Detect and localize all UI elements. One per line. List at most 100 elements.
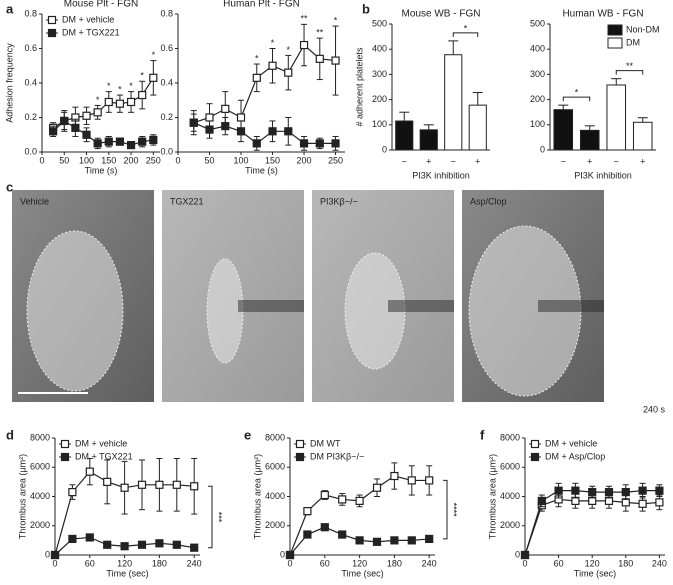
data-point <box>137 480 147 489</box>
panel-label: a <box>6 1 14 16</box>
y-axis-label: # adherent platelets <box>354 47 364 127</box>
panel-label: e <box>244 427 251 442</box>
y-tick-label: 0.6 <box>24 43 37 53</box>
y-tick-label: 8000 <box>265 432 285 442</box>
data-point <box>71 123 80 132</box>
data-point <box>571 486 580 495</box>
data-point <box>103 540 112 549</box>
y-tick-label: 500 <box>530 18 545 28</box>
data-point <box>338 495 347 504</box>
data-point <box>120 542 129 551</box>
data-point <box>315 139 324 148</box>
data-point <box>205 113 214 122</box>
y-tick-label: 8000 <box>30 432 50 442</box>
x-tick-label: 100 <box>234 155 249 165</box>
significance: * <box>129 81 133 91</box>
y-tick-label: 4000 <box>500 491 520 501</box>
y-tick-label: 2000 <box>30 520 50 530</box>
x-tick-label: 120 <box>585 558 600 568</box>
y-tick-label: 0 <box>382 144 387 154</box>
bar <box>579 129 600 151</box>
image-label: PI3Kβ−/− <box>320 196 358 206</box>
y-axis-label: Thrombus area (μm²) <box>487 454 497 539</box>
data-point <box>320 523 329 532</box>
data-point <box>331 56 340 65</box>
x-tick-label: 150 <box>265 155 280 165</box>
x-tick-label: 200 <box>124 155 139 165</box>
data-point <box>299 40 309 50</box>
data-point <box>284 127 293 136</box>
bracket <box>208 485 213 549</box>
x-tick-label: 120 <box>117 558 132 568</box>
x-tick-label: 60 <box>320 558 330 568</box>
y-tick-label: 300 <box>530 69 545 79</box>
y-tick-label: 2000 <box>265 520 285 530</box>
image-label: TGX221 <box>170 196 204 206</box>
data-point <box>425 534 434 544</box>
x-axis-label: Time (sec) <box>574 568 616 578</box>
data-point <box>49 127 58 136</box>
vessel-shadow <box>388 300 454 312</box>
significance: * <box>255 53 259 63</box>
y-tick-label: 4000 <box>265 491 285 501</box>
significance: *** <box>214 512 224 523</box>
legend-label: DM + Asp/Clop <box>545 451 605 461</box>
x-tick-label: 0 <box>52 558 57 568</box>
data-point <box>554 486 563 495</box>
data-point <box>190 543 199 552</box>
significance: * <box>96 95 100 105</box>
data-point <box>236 127 246 136</box>
data-point <box>655 498 664 507</box>
x-tick-label: 180 <box>152 558 167 568</box>
data-point <box>103 477 112 486</box>
y-tick-label: 0.8 <box>24 8 37 18</box>
significance: * <box>271 38 275 48</box>
significance: ** <box>316 28 324 38</box>
thrombus <box>26 230 124 392</box>
data-point <box>115 99 125 108</box>
panel-label: c <box>6 179 13 194</box>
x-tick-label: − <box>614 156 619 166</box>
significance: * <box>118 84 122 94</box>
data-point <box>68 488 77 497</box>
data-point <box>93 139 102 148</box>
data-point <box>104 137 113 146</box>
data-point <box>82 130 91 139</box>
x-tick-label: 150 <box>101 155 116 165</box>
y-tick-label: 200 <box>530 94 545 104</box>
bar <box>553 109 574 151</box>
y-tick-label: 0 <box>280 549 285 559</box>
x-tick-label: + <box>426 156 431 166</box>
x-axis-label: Time (s) <box>245 165 278 175</box>
chart-title: Mouse WB - FGN <box>402 9 481 20</box>
y-tick-label: 0.0 <box>160 146 173 156</box>
x-tick-label: 0 <box>287 558 292 568</box>
data-point <box>303 507 312 516</box>
bracket <box>562 96 591 102</box>
data-point <box>138 137 147 146</box>
data-point <box>205 125 214 134</box>
data-point <box>638 486 647 495</box>
data-point <box>85 533 94 542</box>
y-tick-label: 6000 <box>500 462 520 472</box>
y-tick-label: 0.0 <box>24 146 37 156</box>
significance: * <box>464 23 468 33</box>
x-tick-label: + <box>640 156 645 166</box>
data-point <box>655 486 664 495</box>
bracket <box>615 70 644 75</box>
y-axis-label: Thrombus area (μm²) <box>252 454 262 539</box>
data-point <box>149 73 158 82</box>
significance: **** <box>449 503 459 518</box>
legend-label: DM + TGX221 <box>75 451 133 461</box>
data-point <box>621 488 630 497</box>
legend-label: DM + TGX221 <box>62 27 120 37</box>
chart-title: Human Plt - FGN <box>223 0 300 10</box>
x-axis-label: Time (sec) <box>106 568 148 578</box>
significance: ** <box>626 61 634 71</box>
panel-label: f <box>480 427 485 442</box>
data-point <box>268 61 277 70</box>
legend-marker <box>47 15 57 25</box>
data-point <box>331 139 340 148</box>
x-tick-label: 0 <box>175 155 180 165</box>
data-point <box>236 113 246 122</box>
